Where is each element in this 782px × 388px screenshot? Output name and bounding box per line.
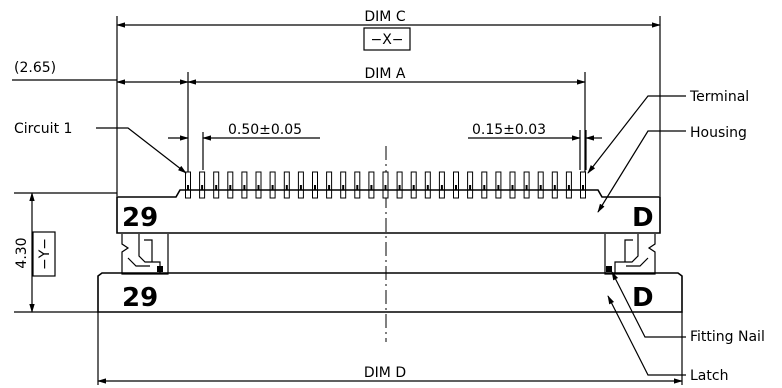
terminal-contact bbox=[511, 185, 514, 190]
pitch-label: 0.50±0.05 bbox=[228, 122, 302, 138]
latch: 29 D bbox=[97, 272, 683, 313]
terminal-contact bbox=[215, 185, 218, 190]
terminal-label: Terminal bbox=[689, 89, 749, 105]
housing-right-marking: D bbox=[632, 203, 654, 233]
terminal-contact bbox=[469, 185, 472, 190]
callout-circuit-1: Circuit 1 bbox=[14, 121, 187, 174]
dim-d: DIM D bbox=[97, 312, 683, 385]
terminal-contact bbox=[412, 185, 415, 190]
terminal-contact bbox=[314, 185, 316, 190]
dim-a: DIM A bbox=[187, 66, 586, 180]
terminal-contact bbox=[553, 185, 556, 190]
terminal-contact bbox=[567, 185, 570, 190]
terminal-contact bbox=[497, 185, 500, 190]
terminal-contact bbox=[525, 185, 528, 190]
housing-left-marking: 29 bbox=[122, 203, 158, 233]
dim-a-label: DIM A bbox=[364, 66, 405, 82]
height-label: 4.30 bbox=[14, 237, 30, 268]
terminal-contact bbox=[440, 185, 443, 190]
latch-right-marking: D bbox=[632, 283, 654, 313]
circuit-1-label: Circuit 1 bbox=[14, 121, 72, 137]
terminal-contact bbox=[582, 185, 584, 190]
terminal-contact bbox=[356, 185, 359, 190]
fitting-nail-label: Fitting Nail bbox=[690, 329, 765, 345]
terminal-contact bbox=[539, 185, 542, 190]
terminal-contact bbox=[299, 185, 302, 190]
datum-y-label: −Y− bbox=[37, 238, 53, 270]
terminal-contact bbox=[285, 185, 288, 190]
terminal-contact bbox=[187, 185, 189, 190]
callout-fitting-nail: Fitting Nail bbox=[611, 271, 765, 345]
terminal-width-label: 0.15±0.03 bbox=[472, 122, 546, 138]
datum-x-label: −X− bbox=[370, 32, 403, 48]
terminal-contact bbox=[201, 185, 204, 190]
terminal-contact bbox=[229, 185, 232, 190]
height-dim: 4.30 −Y− bbox=[14, 192, 117, 313]
dim-c-label: DIM C bbox=[364, 9, 405, 25]
terminal-contact bbox=[328, 185, 331, 190]
callout-housing: Housing bbox=[597, 125, 747, 213]
terminal-row bbox=[185, 171, 586, 199]
dim-d-label: DIM D bbox=[364, 365, 406, 381]
terminal-contact bbox=[342, 185, 345, 190]
terminal-width-dim: 0.15±0.03 bbox=[468, 122, 602, 170]
latch-left-marking: 29 bbox=[122, 283, 158, 313]
terminal-contact bbox=[483, 185, 486, 190]
terminal-contact bbox=[257, 185, 260, 190]
terminal-contact bbox=[271, 185, 274, 190]
ref-dim: (2.65) bbox=[12, 60, 189, 85]
fitting-nail-left bbox=[121, 234, 169, 275]
terminal-contact bbox=[455, 185, 457, 190]
terminal-contact bbox=[370, 185, 373, 190]
terminal-contact bbox=[384, 185, 387, 190]
pitch-dim: 0.50±0.05 bbox=[168, 122, 320, 170]
callout-latch: Latch bbox=[607, 295, 728, 384]
housing: 29 D bbox=[116, 189, 661, 234]
datum-y-box bbox=[32, 231, 56, 277]
fitting-nail-right bbox=[604, 234, 656, 275]
datum-x-box bbox=[363, 27, 411, 51]
terminal-contact bbox=[243, 185, 246, 190]
housing-label: Housing bbox=[690, 125, 747, 141]
terminal-contact bbox=[426, 185, 429, 190]
callout-terminal: Terminal bbox=[587, 89, 749, 174]
dim-c: DIM C −X− bbox=[116, 9, 661, 196]
ref-width-label: (2.65) bbox=[14, 60, 56, 76]
latch-label: Latch bbox=[690, 368, 728, 384]
terminal-contact bbox=[398, 185, 401, 190]
